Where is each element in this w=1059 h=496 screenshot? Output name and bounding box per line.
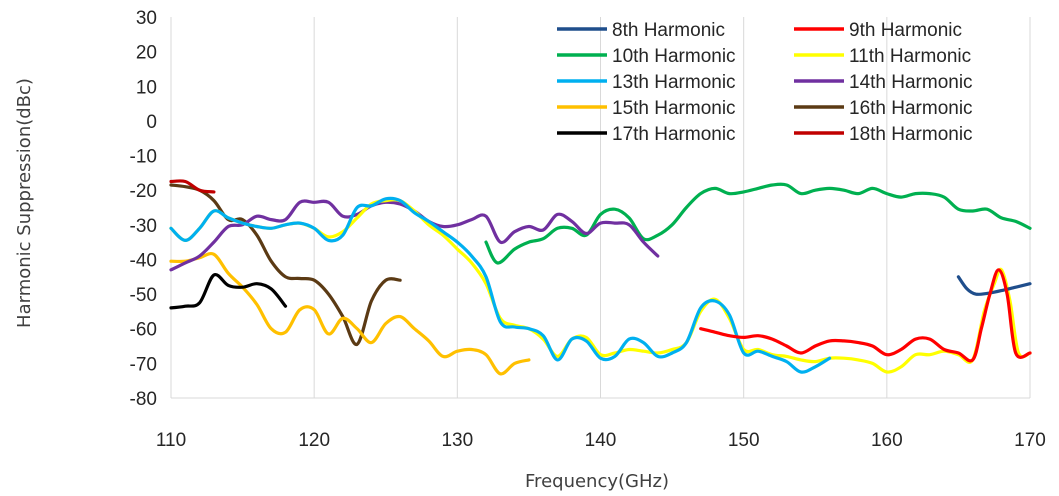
y-axis-title: Harmonic Suppression(dBc) <box>14 78 35 328</box>
x-tick-label: 130 <box>441 430 473 451</box>
x-tick-label: 170 <box>1014 430 1046 451</box>
y-tick-label: -80 <box>130 389 157 410</box>
series-lines <box>169 179 1032 376</box>
x-axis-title: Frequency(GHz) <box>525 471 669 492</box>
y-tick-label: -50 <box>130 285 157 306</box>
series-line-7 <box>169 251 531 376</box>
legend-label: 8th Harmonic <box>612 20 725 41</box>
series-line-5 <box>169 196 832 374</box>
y-tick-label: -40 <box>130 250 157 271</box>
y-tick-label: 20 <box>136 43 157 64</box>
legend-label: 11th Harmonic <box>849 46 971 67</box>
legend-label: 13th Harmonic <box>612 72 736 93</box>
y-tick-label: -70 <box>130 354 157 375</box>
legend-label: 10th Harmonic <box>612 46 736 67</box>
y-tick-label: -30 <box>130 216 157 237</box>
legend-label: 14th Harmonic <box>849 72 973 93</box>
series-line-2 <box>699 268 1032 363</box>
legend-label: 9th Harmonic <box>849 20 962 41</box>
x-tick-label: 150 <box>728 430 760 451</box>
x-tick-label: 140 <box>585 430 617 451</box>
series-line-9 <box>169 273 288 310</box>
series-line-10 <box>169 179 216 194</box>
y-tick-label: -20 <box>130 181 157 202</box>
x-tick-label: 160 <box>871 430 903 451</box>
y-tick-label: 30 <box>136 8 157 29</box>
y-tick-label: -10 <box>130 147 157 168</box>
y-tick-label: 0 <box>146 112 157 133</box>
y-tick-label: 10 <box>136 77 157 98</box>
x-tick-label: 110 <box>156 430 186 451</box>
x-tick-label: 120 <box>298 430 330 451</box>
legend-label: 16th Harmonic <box>849 98 973 119</box>
legend-label: 17th Harmonic <box>612 124 736 145</box>
series-line-3 <box>484 182 1032 265</box>
axis-ticks: 110 120 130 140 150 160 170 30 20 10 0 -10 -20 -30 -40… <box>130 8 1046 451</box>
legend-label: 15th Harmonic <box>612 98 736 119</box>
legend-label: 18th Harmonic <box>849 124 973 145</box>
legend: 8th Harmonic 9th Harmonic 10th Harmonic 11t… <box>557 20 973 145</box>
y-tick-label: -60 <box>130 320 157 341</box>
series-line-1 <box>956 275 1032 296</box>
